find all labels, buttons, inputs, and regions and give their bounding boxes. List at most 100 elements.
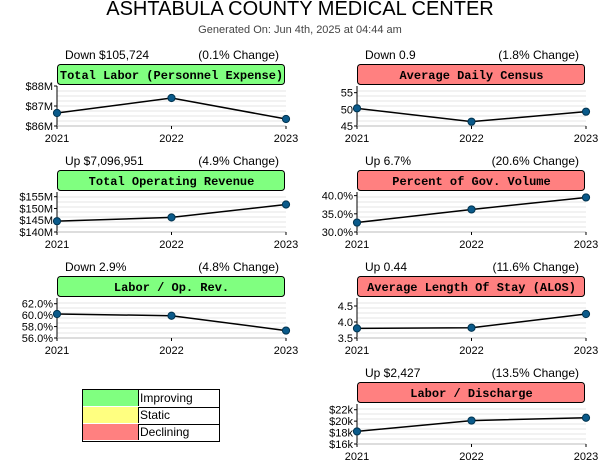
page-title: ASHTABULA COUNTY MEDICAL CENTER (106, 0, 494, 20)
x-tick-label: 2023 (274, 345, 298, 357)
chart-total-operating-revenue: Up $7,096,951 (4.9% Change) Total Operatin… (0, 152, 300, 256)
y-tick-label: 35.0% (322, 209, 353, 221)
legend-label: Improving (140, 391, 193, 405)
y-tick-label: 50 (341, 104, 353, 116)
x-tick-label: 2023 (574, 345, 598, 357)
change-label: Down $105,724 (65, 48, 149, 62)
percent-change-label: (20.6% Change) (492, 154, 579, 168)
x-tick-label: 2021 (45, 239, 69, 251)
change-label: Up $2,427 (365, 366, 421, 380)
percent-change-label: (13.5% Change) (492, 366, 579, 380)
chart-title: Average Daily Census (399, 69, 543, 83)
x-tick-label: 2021 (345, 133, 369, 145)
y-tick-label: $20k (329, 416, 353, 428)
percent-change-label: (4.9% Change) (198, 154, 279, 168)
chart-labor-op-rev: Down 2.9% (4.8% Change) Labor / Op. Rev. 56… (0, 258, 300, 362)
data-point (581, 413, 591, 422)
x-tick-label: 2021 (345, 451, 369, 463)
chart-svg: Up $2,427 (13.5% Change) Labor / Discharge… (329, 366, 598, 463)
x-tick-label: 2022 (459, 133, 483, 145)
percent-change-label: (11.6% Change) (493, 260, 580, 274)
data-point (581, 309, 591, 319)
y-tick-label: 60.0% (22, 310, 53, 322)
chart-title: Total Labor (Personnel Expense) (60, 69, 283, 83)
chart-svg: Up 0.44 (11.6% Change) Average Length Of S… (338, 260, 599, 357)
chart-svg: Down 2.9% (4.8% Change) Labor / Op. Rev. 56… (22, 260, 298, 357)
x-tick-label: 2023 (574, 133, 598, 145)
chart-title: Labor / Discharge (410, 387, 532, 401)
data-point (52, 309, 62, 319)
percent-change-label: (0.1% Change) (198, 48, 279, 62)
data-point (467, 205, 476, 214)
percent-change-label: (1.8% Change) (498, 48, 579, 62)
x-tick-label: 2021 (345, 239, 369, 251)
chart-percent-gov-volume: Up 6.7% (20.6% Change) Percent of Gov. Vol… (300, 152, 600, 256)
x-tick-label: 2023 (574, 451, 598, 463)
legend-swatch (83, 424, 139, 440)
x-tick-label: 2022 (159, 239, 183, 251)
data-point (281, 114, 291, 124)
data-point (167, 213, 176, 222)
legend: Improving Static Declining (82, 389, 220, 442)
chart-svg: Up $7,096,951 (4.9% Change) Total Operatin… (19, 154, 298, 251)
y-tick-label: $155M (19, 192, 53, 204)
y-tick-label: $140M (19, 227, 53, 239)
data-point (352, 218, 362, 227)
chart-svg: Down 0.9 (1.8% Change) Average Daily Censu… (341, 48, 598, 145)
x-tick-label: 2023 (274, 239, 298, 251)
y-tick-label: $86M (25, 121, 53, 133)
y-tick-label: 55 (341, 88, 353, 100)
y-tick-label: $18k (329, 428, 353, 440)
y-tick-label: $22k (329, 405, 353, 417)
y-tick-label: 4.0 (338, 317, 353, 329)
change-label: Up $7,096,951 (65, 154, 144, 168)
data-point (167, 311, 176, 320)
chart-title: Total Operating Revenue (89, 175, 255, 189)
y-tick-label: $145M (19, 215, 53, 227)
data-point (167, 93, 176, 103)
chart-average-daily-census: Down 0.9 (1.8% Change) Average Daily Censu… (300, 46, 600, 150)
change-label: Up 6.7% (365, 154, 411, 168)
percent-change-label: (4.8% Change) (198, 260, 279, 274)
y-tick-label: $150M (19, 203, 53, 215)
x-tick-label: 2022 (159, 345, 183, 357)
data-point (52, 108, 62, 118)
x-tick-label: 2022 (459, 345, 483, 357)
x-tick-label: 2021 (45, 133, 69, 145)
y-tick-label: 3.5 (338, 333, 353, 345)
chart-title-box (57, 170, 285, 191)
y-tick-label: 30.0% (322, 227, 353, 239)
legend-swatch (83, 407, 139, 423)
chart-title-box (57, 64, 285, 85)
data-point (352, 324, 362, 333)
data-point (467, 323, 476, 332)
chart-title: Labor / Op. Rev. (114, 281, 229, 295)
x-tick-label: 2021 (345, 345, 369, 357)
chart-title-box (357, 64, 585, 85)
data-point (352, 427, 362, 436)
data-point (581, 107, 591, 116)
y-tick-label: 58.0% (22, 322, 53, 334)
y-tick-label: 40.0% (322, 191, 353, 203)
data-point (467, 416, 476, 425)
x-tick-label: 2022 (459, 451, 483, 463)
data-point (281, 200, 291, 209)
chart-title-box (357, 382, 585, 403)
chart-svg: Down $105,724 (0.1% Change) Total Labor (P… (25, 48, 298, 145)
chart-title-box (357, 170, 585, 191)
y-tick-label: 4.5 (338, 301, 353, 313)
y-tick-label: 56.0% (22, 333, 53, 345)
y-tick-label: $16k (329, 439, 353, 451)
x-tick-label: 2023 (274, 133, 298, 145)
data-point (581, 193, 591, 202)
y-tick-label: 62.0% (22, 299, 53, 311)
legend-label: Declining (140, 425, 190, 439)
chart-title: Average Length Of Stay (ALOS) (367, 281, 576, 295)
chart-title: Percent of Gov. Volume (392, 175, 550, 189)
generated-timestamp: Generated On: Jun 4th, 2025 at 04:44 am (198, 24, 402, 36)
x-tick-label: 2022 (159, 133, 183, 145)
chart-title-box (357, 276, 585, 297)
chart-average-length-of-stay: Up 0.44 (11.6% Change) Average Length Of S… (300, 258, 600, 362)
data-point (352, 104, 362, 113)
legend-label: Static (140, 408, 171, 422)
